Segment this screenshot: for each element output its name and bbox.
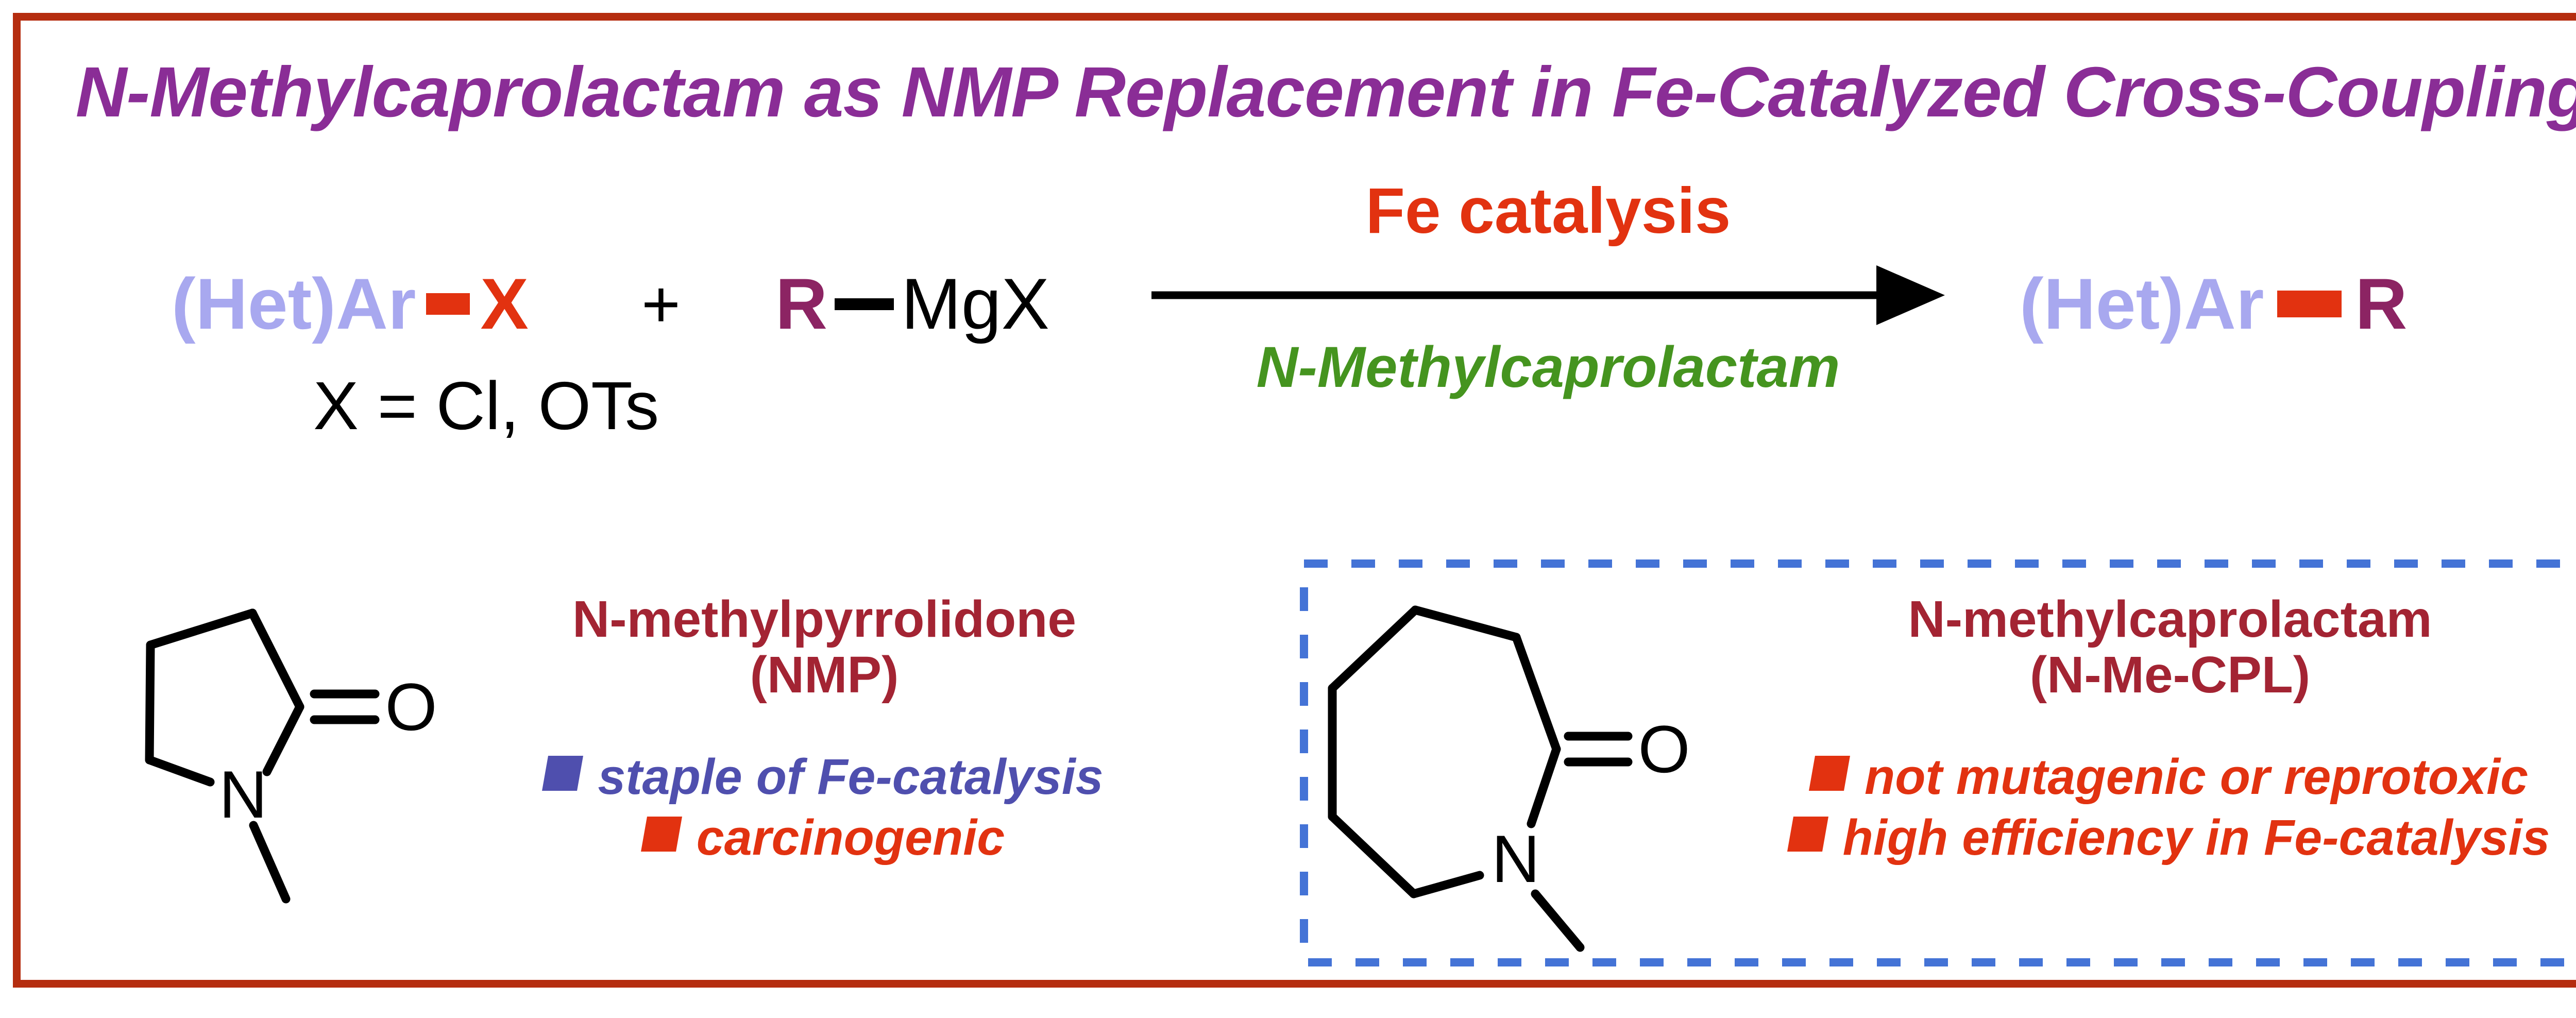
nmp-bullet-1: staple of Fe-catalysis xyxy=(464,750,1185,804)
nmp-structure: N O xyxy=(145,608,437,904)
nmp-bullet-2-label: carcinogenic xyxy=(696,809,1005,866)
blue-square-bullet-icon xyxy=(542,756,584,791)
mgx-label: MgX xyxy=(901,263,1049,344)
red-square-bullet-icon xyxy=(1787,817,1828,852)
cpl-structure: N O xyxy=(1328,605,1690,952)
aryl-label: (Het)Ar xyxy=(172,263,416,344)
product-aryl-label: (Het)Ar xyxy=(2020,263,2264,344)
cpl-text-column: N-methylcaprolactam (N-Me-CPL) not mutag… xyxy=(1753,591,2576,864)
outer-red-frame xyxy=(13,13,2576,988)
halide-note: X = Cl, OTs xyxy=(313,368,659,444)
red-square-bullet-icon xyxy=(1808,756,1850,791)
reactant-aryl-halide: (Het)Ar X xyxy=(172,260,529,348)
reactant-grignard: R MgX xyxy=(775,260,1049,348)
page-title: N-Methylcaprolactam as NMP Replacement i… xyxy=(75,53,2576,132)
bond-dash-black-icon xyxy=(835,298,894,310)
reaction-arrow-icon xyxy=(1151,265,1945,325)
nmp-bullet-2: carcinogenic xyxy=(464,811,1185,864)
nmp-ring-bonds xyxy=(145,608,380,904)
condition-below-arrow: N-Methylcaprolactam xyxy=(1256,335,1840,399)
cpl-bullet-1-label: not mutagenic or reprotoxic xyxy=(1864,749,2529,805)
cpl-bullet-2: high efficiency in Fe-catalysis xyxy=(1753,811,2576,864)
product-group: (Het)Ar R xyxy=(2020,260,2408,348)
bond-dash-red-icon xyxy=(426,293,470,315)
r-group-label: R xyxy=(775,263,828,344)
nmp-abbreviation: (NMP) xyxy=(750,646,899,704)
nmp-oxygen-label: O xyxy=(385,669,437,744)
condition-above-arrow: Fe catalysis xyxy=(1365,175,1731,247)
cpl-oxygen-label: O xyxy=(1638,711,1690,787)
nmp-bullet-1-label: staple of Fe-catalysis xyxy=(598,749,1104,805)
nmp-nitrogen-label: N xyxy=(219,757,267,832)
cpl-nitrogen-label: N xyxy=(1492,821,1540,896)
nmp-text-column: N-methylpyrrolidone (NMP) staple of Fe-c… xyxy=(464,591,1185,864)
cpl-bullet-2-label: high efficiency in Fe-catalysis xyxy=(1842,809,2550,866)
cpl-abbreviation: (N-Me-CPL) xyxy=(2029,646,2311,704)
product-r-label: R xyxy=(2355,263,2408,344)
cpl-highlight-box: N O N-methylcaprolactam (N-Me-CPL) not m… xyxy=(1299,559,2576,967)
halide-label: X xyxy=(480,263,529,344)
nmp-name: N-methylpyrrolidone xyxy=(572,590,1076,648)
plus-sign: + xyxy=(641,266,681,342)
red-square-bullet-icon xyxy=(640,817,682,852)
cpl-bullet-1: not mutagenic or reprotoxic xyxy=(1753,750,2576,804)
cpl-ring-bonds xyxy=(1328,605,1633,952)
cpl-name: N-methylcaprolactam xyxy=(1908,590,2432,648)
product-bond-dash-icon xyxy=(2277,291,2342,317)
